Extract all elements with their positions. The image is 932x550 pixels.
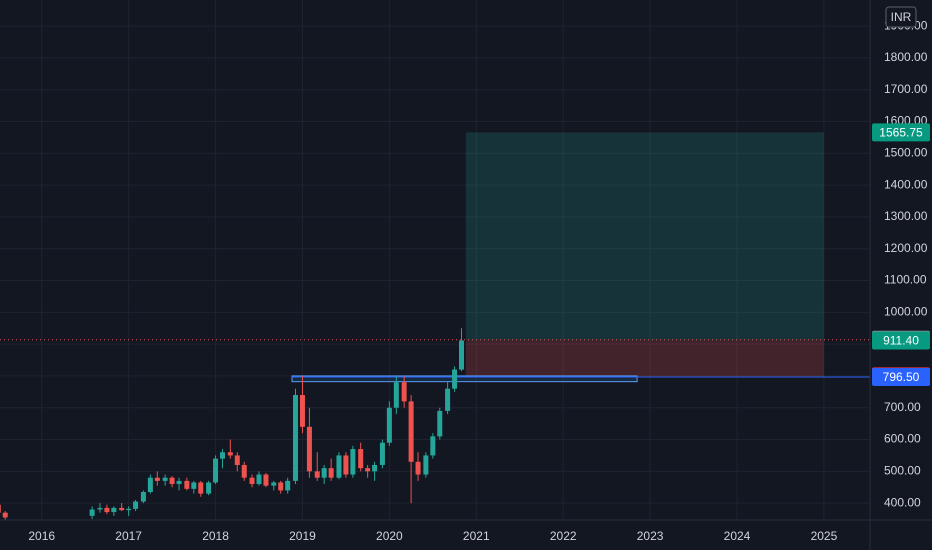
x-tick-label: 2023 bbox=[637, 529, 664, 543]
candle-body bbox=[408, 401, 414, 462]
x-tick-label: 2025 bbox=[811, 529, 838, 543]
candle-body bbox=[227, 452, 233, 456]
x-tick-label: 2022 bbox=[550, 529, 577, 543]
grid bbox=[0, 0, 870, 520]
candle-body bbox=[321, 468, 327, 478]
x-tick-label: 2019 bbox=[289, 529, 316, 543]
zone-box bbox=[291, 375, 638, 383]
candle-body bbox=[154, 477, 160, 481]
candle-body bbox=[184, 480, 190, 489]
candle-body bbox=[271, 482, 277, 486]
candle-body bbox=[89, 509, 95, 516]
candle-body bbox=[169, 477, 175, 485]
candle-body bbox=[97, 507, 103, 510]
candle-body bbox=[343, 455, 349, 475]
candle-body bbox=[328, 468, 334, 478]
candle-body bbox=[263, 474, 269, 486]
y-tick-label: 1000.00 bbox=[884, 304, 928, 318]
candle-body bbox=[401, 382, 407, 402]
y-tick-label: 1500.00 bbox=[884, 145, 928, 159]
price-label: 1565.75 bbox=[879, 126, 923, 140]
candle-body bbox=[111, 507, 117, 513]
candle-body bbox=[358, 449, 364, 469]
candle-body bbox=[437, 410, 443, 437]
y-tick-label: 1100.00 bbox=[884, 273, 927, 287]
candle-body bbox=[285, 480, 291, 491]
candle-body bbox=[423, 455, 429, 475]
candle-body bbox=[241, 464, 247, 478]
y-tick-label: 1400.00 bbox=[884, 177, 928, 191]
candle-body bbox=[249, 477, 255, 485]
candle-body bbox=[459, 340, 465, 370]
candle-body bbox=[256, 474, 262, 485]
candle-body bbox=[219, 452, 225, 459]
y-tick-label: 1800.00 bbox=[884, 50, 928, 64]
price-label-bg bbox=[872, 368, 930, 387]
y-tick-label: 500.00 bbox=[884, 464, 921, 478]
candle-body bbox=[0, 504, 1, 513]
currency-badge bbox=[885, 6, 917, 28]
y-tick-label: 700.00 bbox=[884, 400, 921, 414]
candle-body bbox=[306, 426, 312, 472]
candle-body bbox=[140, 492, 146, 502]
plot bbox=[0, 132, 870, 520]
candle-body bbox=[452, 369, 458, 389]
loss-zone bbox=[465, 340, 824, 377]
x-tick-label: 2017 bbox=[115, 529, 142, 543]
candle-body bbox=[147, 477, 153, 493]
x-tick-label: 2020 bbox=[376, 529, 403, 543]
candle-body bbox=[350, 449, 356, 475]
candle-body bbox=[365, 468, 371, 472]
candle-body bbox=[278, 482, 284, 491]
candle-body bbox=[162, 477, 168, 481]
price-label-bg bbox=[872, 331, 930, 350]
candle-body bbox=[379, 442, 385, 465]
candle-body bbox=[206, 482, 212, 494]
candle-body bbox=[133, 501, 139, 509]
candle-body bbox=[336, 455, 342, 478]
y-tick-label: 1700.00 bbox=[884, 82, 928, 96]
candle-body bbox=[234, 455, 240, 465]
candle-body bbox=[372, 464, 378, 472]
candle-body bbox=[293, 395, 299, 481]
profit-zone bbox=[465, 132, 824, 341]
y-tick-label: 600.00 bbox=[884, 432, 921, 446]
candle-body bbox=[386, 407, 392, 443]
candle-body bbox=[198, 482, 204, 494]
y-tick-label: 1300.00 bbox=[884, 209, 928, 223]
candle-body bbox=[314, 471, 320, 478]
candle-body bbox=[191, 482, 197, 489]
price-label: 796.50 bbox=[883, 370, 920, 384]
x-tick-label: 2021 bbox=[463, 529, 490, 543]
candle-body bbox=[415, 461, 421, 475]
price-label: 911.40 bbox=[883, 334, 919, 348]
y-tick-label: 400.00 bbox=[884, 495, 921, 509]
candle-body bbox=[119, 507, 125, 511]
price-label-bg bbox=[872, 123, 930, 142]
x-tick-label: 2016 bbox=[28, 529, 55, 543]
y-tick-label: 1200.00 bbox=[884, 241, 928, 255]
candle-body bbox=[2, 512, 8, 518]
candle-body bbox=[213, 458, 219, 483]
candle-body bbox=[299, 395, 305, 427]
currency-label: INR bbox=[891, 10, 912, 24]
candle-body bbox=[430, 436, 436, 456]
x-tick-label: 2024 bbox=[724, 529, 751, 543]
candle-body bbox=[104, 507, 110, 513]
candle-body bbox=[176, 480, 182, 485]
candle-body bbox=[445, 388, 451, 411]
candle-body bbox=[393, 382, 399, 408]
x-tick-label: 2018 bbox=[202, 529, 229, 543]
candle-body bbox=[126, 508, 132, 511]
